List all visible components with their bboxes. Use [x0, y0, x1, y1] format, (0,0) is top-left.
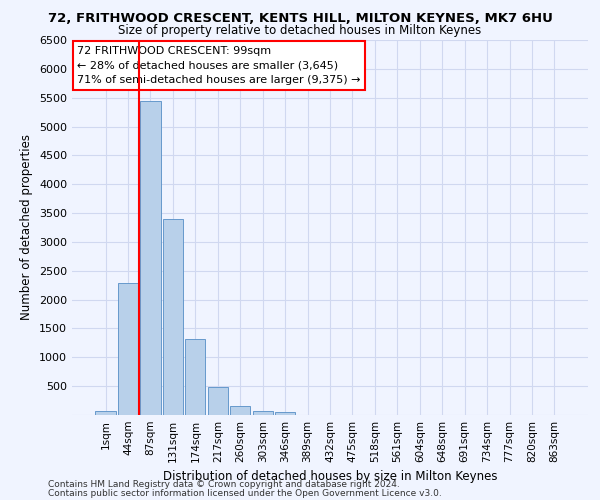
Text: 72 FRITHWOOD CRESCENT: 99sqm
← 28% of detached houses are smaller (3,645)
71% of: 72 FRITHWOOD CRESCENT: 99sqm ← 28% of de…: [77, 46, 361, 85]
Bar: [275, 412, 295, 415]
Bar: [230, 406, 250, 415]
Text: Size of property relative to detached houses in Milton Keynes: Size of property relative to detached ho…: [118, 24, 482, 37]
X-axis label: Distribution of detached houses by size in Milton Keynes: Distribution of detached houses by size …: [163, 470, 497, 484]
Bar: [208, 388, 228, 415]
Bar: [140, 100, 161, 415]
Text: 72, FRITHWOOD CRESCENT, KENTS HILL, MILTON KEYNES, MK7 6HU: 72, FRITHWOOD CRESCENT, KENTS HILL, MILT…: [47, 12, 553, 24]
Bar: [118, 284, 138, 415]
Y-axis label: Number of detached properties: Number of detached properties: [20, 134, 34, 320]
Bar: [163, 219, 183, 415]
Bar: [95, 411, 116, 415]
Bar: [185, 340, 205, 415]
Text: Contains HM Land Registry data © Crown copyright and database right 2024.: Contains HM Land Registry data © Crown c…: [48, 480, 400, 489]
Bar: [253, 410, 273, 415]
Text: Contains public sector information licensed under the Open Government Licence v3: Contains public sector information licen…: [48, 488, 442, 498]
